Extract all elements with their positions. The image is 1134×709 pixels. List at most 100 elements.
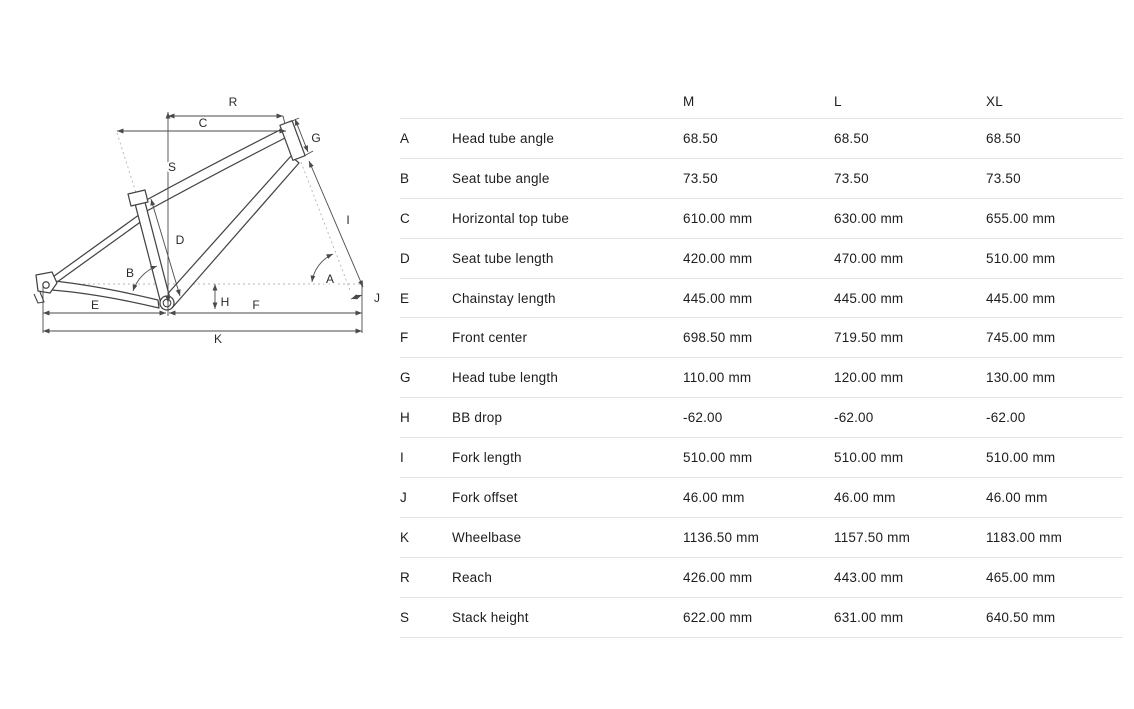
row-name: Stack height — [452, 609, 529, 625]
row-name: Chainstay length — [452, 290, 556, 306]
row-value-l: 1157.50 mm — [834, 529, 911, 545]
label-reach: R — [229, 95, 238, 109]
row-value-l: 443.00 mm — [834, 569, 904, 585]
row-value-m: 68.50 — [683, 130, 718, 146]
row-value-xl: 1183.00 mm — [986, 529, 1063, 545]
row-value-m: 510.00 mm — [683, 450, 753, 466]
row-name: Fork offset — [452, 489, 518, 505]
table-row: J Fork offset 46.00 mm 46.00 mm 46.00 mm — [400, 478, 1123, 518]
seat-collar — [127, 189, 149, 207]
row-key: D — [400, 250, 410, 266]
row-value-m: 445.00 mm — [683, 290, 753, 306]
row-value-xl: 510.00 mm — [986, 250, 1056, 266]
row-name: Head tube angle — [452, 130, 555, 146]
label-head-angle: A — [326, 272, 334, 286]
row-value-l: 510.00 mm — [834, 450, 904, 466]
label-stack: S — [168, 160, 176, 174]
row-value-xl: 68.50 — [986, 130, 1021, 146]
row-value-m: 1136.50 mm — [683, 529, 760, 545]
row-name: Horizontal top tube — [452, 210, 570, 226]
row-value-l: 630.00 mm — [834, 210, 904, 226]
row-key: G — [400, 370, 411, 386]
row-value-l: 631.00 mm — [834, 609, 904, 625]
row-name: Front center — [452, 330, 528, 346]
derailleur-hanger — [33, 291, 45, 304]
table-row: I Fork length 510.00 mm 510.00 mm 510.00… — [400, 438, 1123, 479]
row-key: R — [400, 569, 410, 585]
table-row: H BB drop -62.00 -62.00 -62.00 — [400, 398, 1123, 439]
row-key: E — [400, 290, 410, 306]
row-name: Wheelbase — [452, 529, 522, 545]
table-row: B Seat tube angle 73.50 73.50 73.50 — [400, 159, 1123, 199]
row-value-m: 420.00 mm — [683, 250, 753, 266]
row-value-xl: 510.00 mm — [986, 450, 1056, 466]
column-header-l: L — [834, 94, 842, 109]
row-value-xl: -62.00 — [986, 410, 1026, 426]
label-fork-offset: J — [374, 291, 380, 305]
table-header: M L XL — [400, 85, 1123, 119]
row-value-l: 120.00 mm — [834, 370, 904, 386]
row-value-xl: 46.00 mm — [986, 489, 1048, 505]
row-key: C — [400, 210, 410, 226]
geometry-table: M L XL A Head tube angle 68.50 68.50 68.… — [400, 85, 1123, 638]
row-name: Seat tube length — [452, 250, 554, 266]
row-name: Head tube length — [452, 370, 559, 386]
row-key: H — [400, 410, 410, 426]
frame-outline — [33, 120, 306, 311]
label-chainstay: E — [91, 298, 99, 312]
column-header-m: M — [683, 94, 695, 109]
row-value-xl: 465.00 mm — [986, 569, 1056, 585]
row-key: K — [400, 529, 410, 545]
rear-axle — [42, 281, 50, 289]
row-value-l: 73.50 — [834, 170, 869, 186]
row-value-m: 610.00 mm — [683, 210, 753, 226]
row-value-m: 698.50 mm — [683, 330, 753, 346]
row-value-l: 719.50 mm — [834, 330, 904, 346]
row-key: S — [400, 609, 410, 625]
row-value-xl: 655.00 mm — [986, 210, 1056, 226]
label-bb-drop: H — [221, 295, 230, 309]
table-row: F Front center 698.50 mm 719.50 mm 745.0… — [400, 318, 1123, 359]
row-value-m: 110.00 mm — [683, 370, 752, 386]
row-key: J — [400, 489, 407, 505]
row-value-l: 470.00 mm — [834, 250, 904, 266]
row-key: I — [400, 450, 404, 466]
row-value-m: 426.00 mm — [683, 569, 753, 585]
table-row: K Wheelbase 1136.50 mm 1157.50 mm 1183.0… — [400, 518, 1123, 558]
row-value-l: 445.00 mm — [834, 290, 904, 306]
dimension-labels: R C S G I A J B D H E F K — [89, 93, 382, 348]
row-key: A — [400, 130, 410, 146]
row-name: Reach — [452, 569, 493, 585]
row-value-m: -62.00 — [683, 410, 723, 426]
label-seat-angle: B — [126, 266, 134, 280]
row-value-xl: 130.00 mm — [986, 370, 1056, 386]
head-tube — [279, 120, 306, 161]
label-wheelbase: K — [214, 332, 222, 346]
row-value-m: 622.00 mm — [683, 609, 753, 625]
label-fork-length: I — [346, 213, 349, 227]
dimension-lines — [42, 112, 364, 334]
table-row: R Reach 426.00 mm 443.00 mm 465.00 mm — [400, 558, 1123, 598]
label-seat-tube-length: D — [176, 233, 185, 247]
construction-lines — [43, 132, 362, 291]
table-row: E Chainstay length 445.00 mm 445.00 mm 4… — [400, 279, 1123, 319]
row-key: B — [400, 170, 410, 186]
row-value-xl: 745.00 mm — [986, 330, 1056, 346]
seat-tube — [134, 201, 173, 309]
row-name: BB drop — [452, 410, 503, 426]
row-value-m: 73.50 — [683, 170, 718, 186]
row-value-l: -62.00 — [834, 410, 874, 426]
label-front-center: F — [252, 298, 259, 312]
column-header-xl: XL — [986, 94, 1003, 109]
row-value-xl: 640.50 mm — [986, 609, 1056, 625]
down-tube — [162, 155, 300, 309]
row-value-xl: 73.50 — [986, 170, 1021, 186]
table-row: C Horizontal top tube 610.00 mm 630.00 m… — [400, 199, 1123, 239]
chain-stay — [51, 280, 160, 309]
table-row: S Stack height 622.00 mm 631.00 mm 640.5… — [400, 598, 1123, 638]
row-name: Fork length — [452, 450, 522, 466]
label-top-tube: C — [199, 116, 208, 130]
frame-geometry-diagram: R C S G I A J B D H E F K — [33, 93, 382, 348]
table-row: D Seat tube length 420.00 mm 470.00 mm 5… — [400, 239, 1123, 279]
